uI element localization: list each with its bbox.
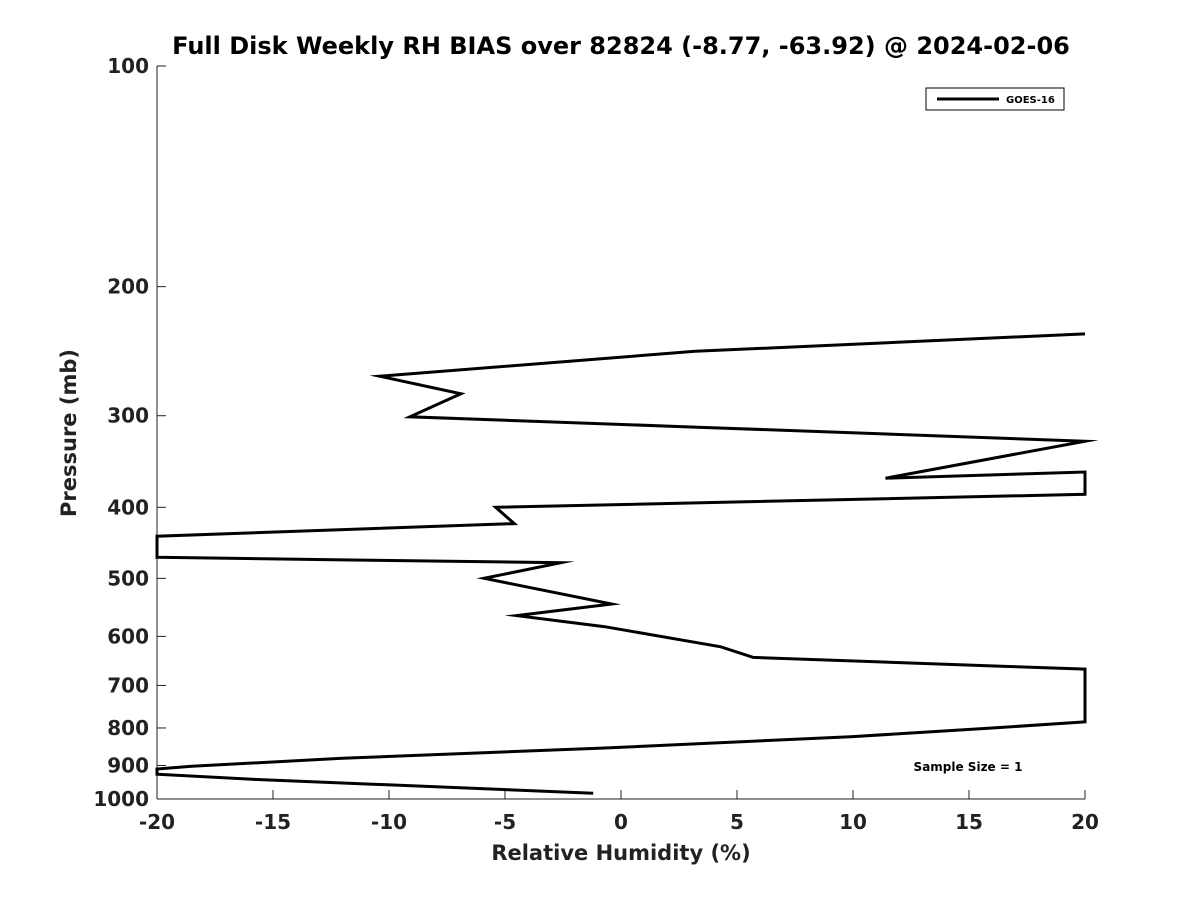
x-tick-label: 20 [1071,810,1099,834]
y-tick-label: 300 [107,404,149,428]
series-layer [155,332,1099,795]
y-tick-label: 100 [107,54,149,78]
y-tick-label: 600 [107,624,149,648]
x-tick-label: -5 [494,810,516,834]
x-tick-label: 10 [839,810,867,834]
x-axis-label: Relative Humidity (%) [491,841,750,865]
y-tick-label: 500 [107,566,149,590]
y-tick-label: 400 [107,495,149,519]
chart-title: Full Disk Weekly RH BIAS over 82824 (-8.… [172,32,1070,60]
y-tick-label: 800 [107,716,149,740]
x-tick-label: 0 [614,810,628,834]
y-axis-label: Pressure (mb) [57,349,81,517]
series-line-goes-16 [155,332,1099,795]
x-tick-label: -15 [255,810,291,834]
axes [156,66,1085,800]
y-tick-label: 1000 [93,787,149,811]
x-tick-label: 15 [955,810,983,834]
legend: GOES-16 [925,87,1065,111]
x-tick-label: 5 [730,810,744,834]
x-tick-label: -20 [139,810,175,834]
sample-size-annotation: Sample Size = 1 [914,760,1023,774]
x-tick-label: -10 [371,810,407,834]
y-tick-label: 700 [107,673,149,697]
y-tick-label: 900 [107,753,149,777]
legend-label-goes-16: GOES-16 [1006,95,1055,106]
x-ticks: -20 -15 -10 -5 0 5 10 15 20 [139,790,1099,834]
y-tick-label: 200 [107,275,149,299]
y-ticks: 100 200 300 400 500 600 700 800 900 1000 [93,54,166,811]
